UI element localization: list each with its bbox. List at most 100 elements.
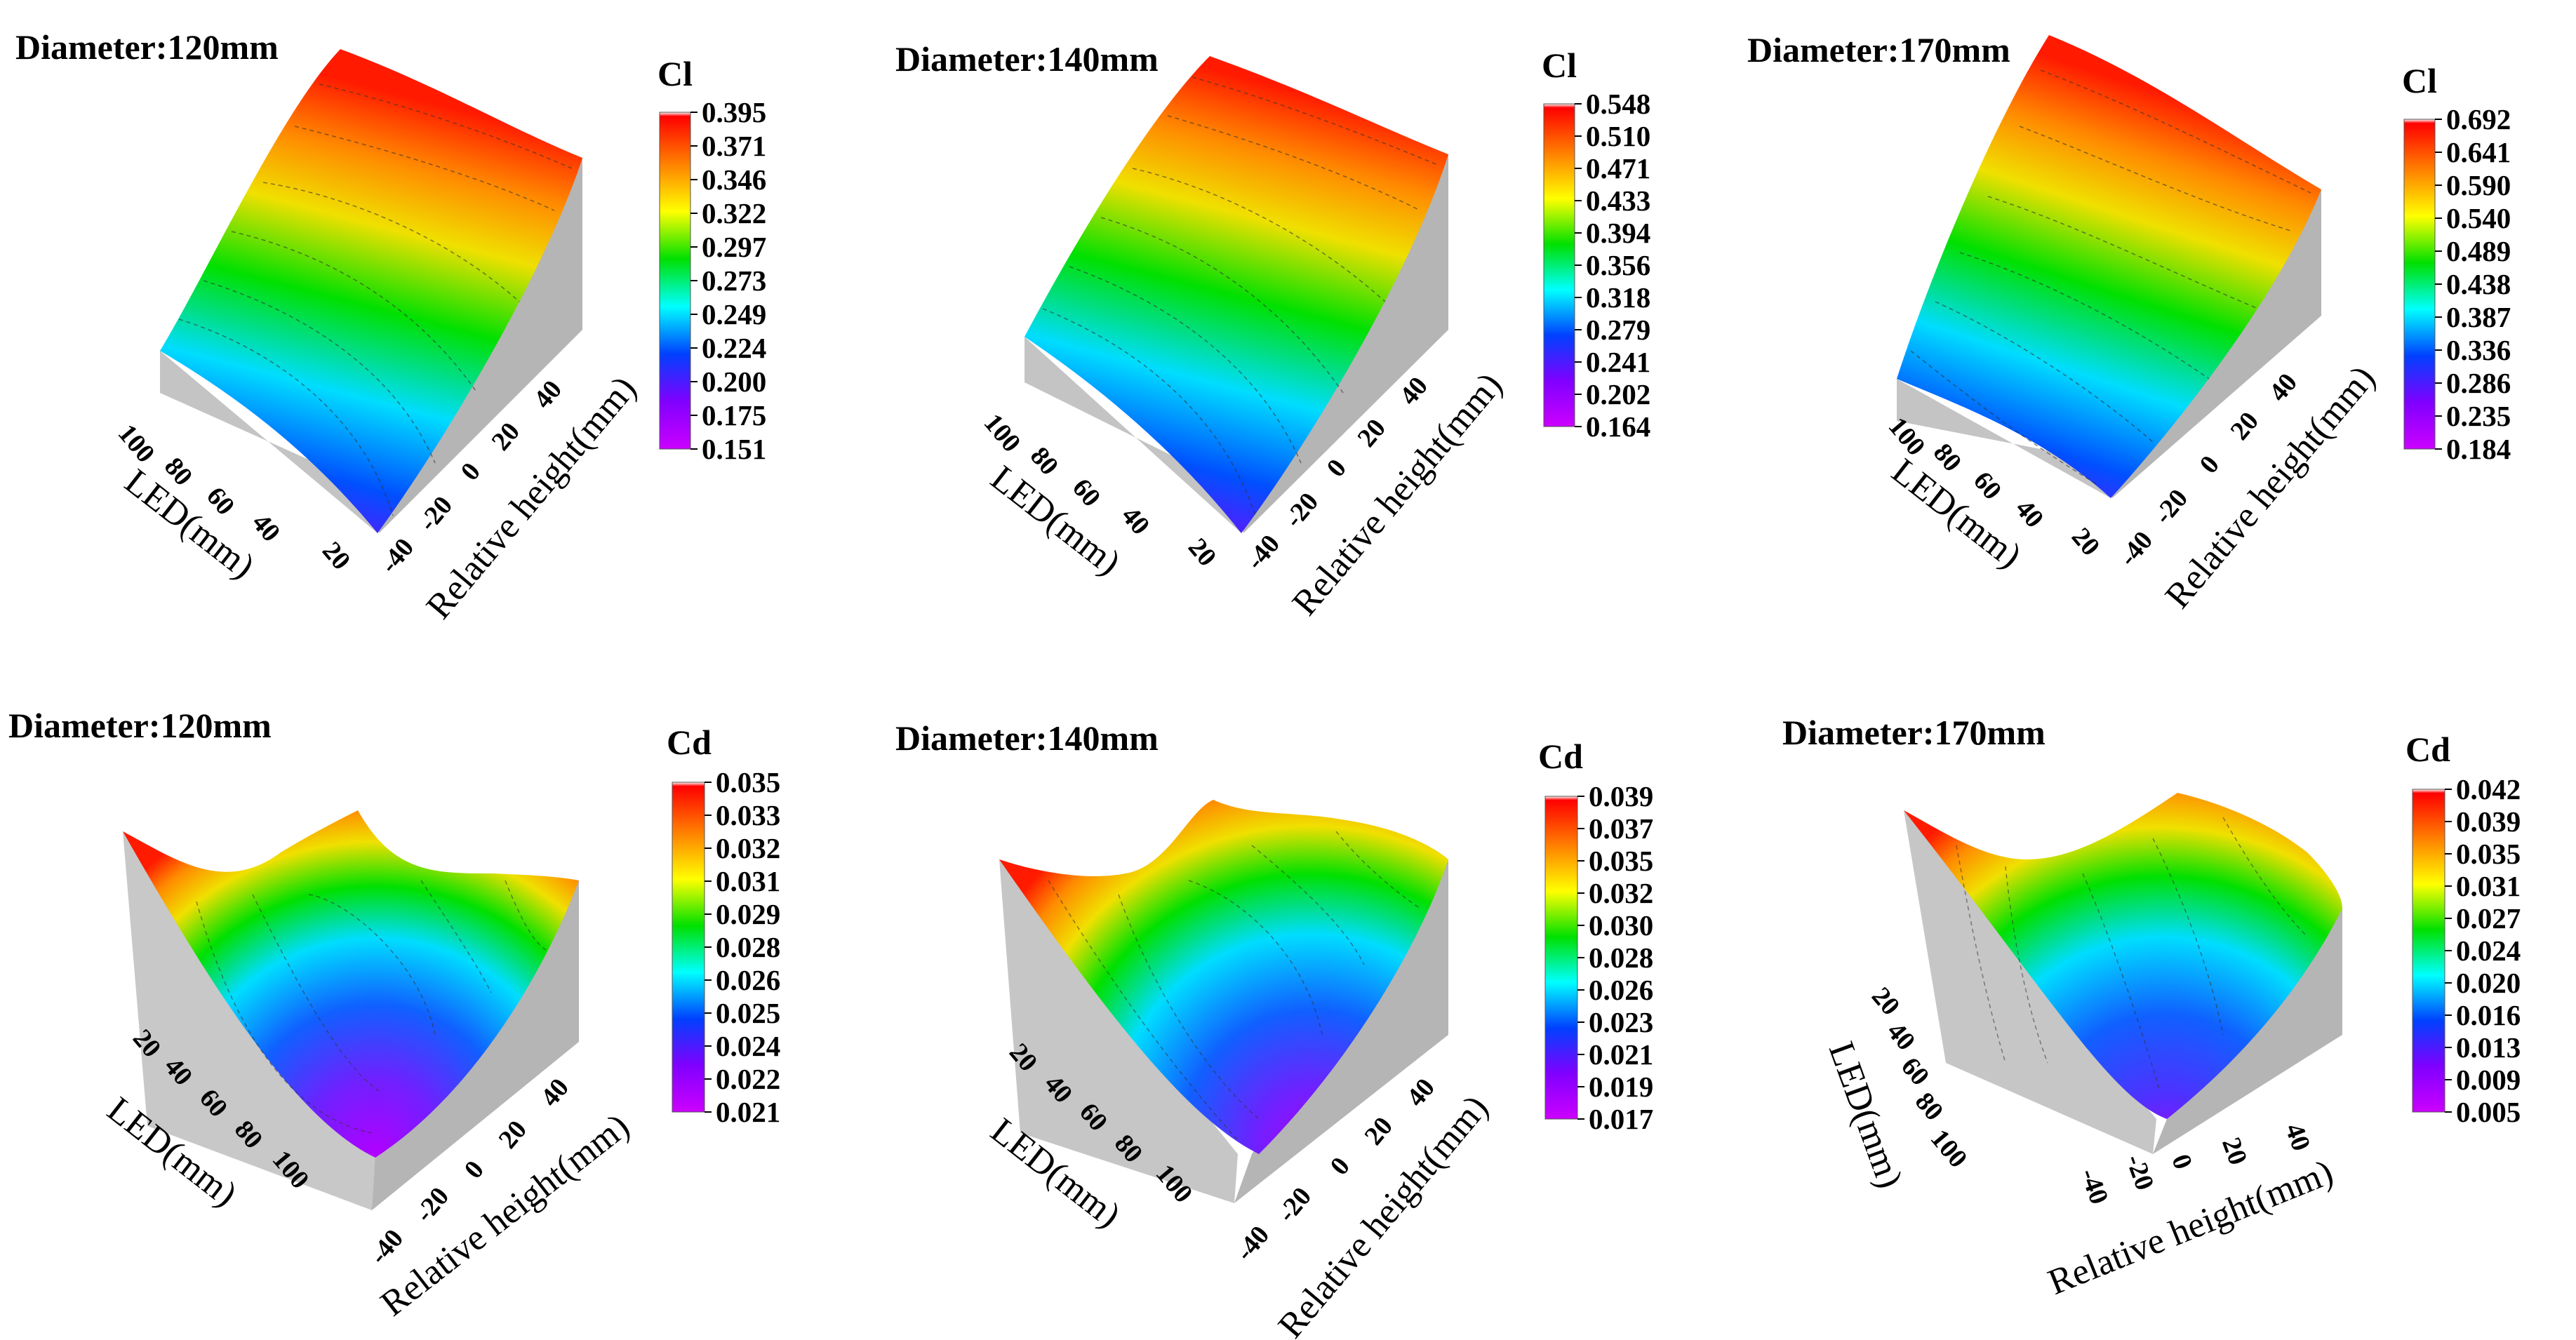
y-tick: 0	[1325, 1152, 1356, 1181]
colorbar-tick-label: 0.590	[2446, 169, 2511, 201]
chart-cd-140mm: Diameter:140mm 20 40	[859, 670, 1717, 1340]
colorbar: Cd 0.0420.0390.0350.0310.0270.0240.0200.…	[2405, 730, 2521, 1128]
contour-lines	[196, 880, 548, 1134]
y-tick: -40	[1240, 529, 1286, 575]
x-tick: 20	[316, 536, 356, 575]
y-tick: 40	[528, 375, 568, 414]
colorbar-tick-label: 0.017	[1589, 1103, 1653, 1135]
chart-cl-170mm: Diameter:170mm 100 80	[1718, 0, 2576, 670]
colorbar-title: Cd	[1538, 737, 1583, 776]
y-tick: -40	[374, 532, 420, 579]
surface-plot: 100 80 60 40 20 LED(mm) 40 20 0 -20 -40 …	[978, 46, 1650, 623]
colorbar-tick-label: 0.438	[2446, 268, 2511, 300]
x-axis-label: LED(mm)	[983, 458, 1128, 583]
colorbar-tick-label: 0.035	[2456, 838, 2521, 870]
colorbar-tick-label: 0.035	[716, 766, 780, 798]
colorbar-tick-label: 0.164	[1586, 410, 1650, 443]
x-axis-label: LED(mm)	[1821, 1037, 1911, 1193]
chart-cl-140mm: Diameter:140mm 100 80	[859, 0, 1717, 670]
colorbar-tick-label: 0.175	[702, 399, 766, 431]
contour-lines	[1042, 76, 1439, 516]
colorbar-tick-label: 0.005	[2456, 1096, 2521, 1128]
colorbar-tick-label: 0.026	[716, 964, 780, 996]
colorbar-tick-label: 0.235	[2446, 400, 2511, 432]
x-tick: 60	[1067, 473, 1107, 512]
colorbar: Cd 0.0350.0330.0320.0310.0290.0280.0260.…	[667, 723, 780, 1128]
side-wall-left	[1897, 379, 2112, 498]
x-tick: 40	[1116, 501, 1156, 540]
colorbar-tick-label: 0.021	[1589, 1038, 1653, 1071]
y-tick: 40	[2264, 368, 2304, 407]
colorbar-title: Cl	[658, 54, 693, 93]
colorbar-tick-label: 0.024	[2456, 934, 2521, 967]
colorbar-gradient	[672, 782, 705, 1113]
surface	[123, 810, 579, 1158]
chart-title: Diameter:170mm	[1747, 30, 2010, 69]
y-tick: 20	[486, 417, 526, 456]
surface-plot: 20 40 60 80 100 LED(mm) -40 -20 0 20 40 …	[1821, 730, 2521, 1303]
surface-plot: 100 80 60 40 20 LED(mm) 40 20 0 -20 -40 …	[1883, 35, 2511, 616]
colorbar-tick-label: 0.540	[2446, 202, 2511, 234]
x-axis-label: LED(mm)	[117, 462, 262, 587]
colorbar-gradient	[2412, 789, 2445, 1113]
colorbar-tick-label: 0.029	[716, 898, 780, 930]
y-tick: -20	[1272, 1181, 1317, 1228]
y-tick: -20	[2120, 1151, 2160, 1194]
y-tick: -20	[413, 490, 458, 537]
colorbar-tick-label: 0.032	[716, 832, 780, 864]
colorbar-tick-label: 0.039	[2456, 805, 2521, 838]
colorbar-tick-label: 0.042	[2456, 773, 2521, 805]
y-tick: 0	[2194, 450, 2225, 480]
colorbar-tick-label: 0.028	[1589, 942, 1653, 974]
surface	[160, 49, 582, 533]
chart-cl-120mm: Diameter:120mm 100 80	[0, 0, 858, 670]
chart-title: Diameter:170mm	[1782, 713, 2046, 752]
colorbar-gradient	[2403, 119, 2436, 450]
colorbar-tick-label: 0.026	[1589, 974, 1653, 1006]
colorbar-tick-label: 0.013	[2456, 1031, 2521, 1064]
colorbar-tick-label: 0.031	[716, 865, 780, 897]
chart-cd-170mm: Diameter:170mm 20 40	[1718, 670, 2576, 1340]
contour-lines	[1956, 817, 2308, 1092]
x-tick: 20	[1866, 981, 1906, 1021]
chart-title: Diameter:140mm	[895, 39, 1159, 79]
x-axis-label: LED(mm)	[1884, 451, 2029, 576]
contour-lines	[178, 83, 573, 516]
side-wall-left	[999, 859, 1238, 1203]
colorbar-title: Cl	[1542, 46, 1577, 85]
y-tick: -40	[363, 1224, 409, 1270]
y-tick: -20	[1279, 487, 1324, 533]
x-tick: 60	[1968, 466, 2008, 505]
colorbar-tick-label: 0.356	[1586, 249, 1650, 281]
colorbar-tick-label: 0.037	[1589, 812, 1653, 845]
y-tick: 40	[2279, 1120, 2316, 1155]
colorbar-tick-label: 0.273	[702, 264, 766, 297]
colorbar-tick-label: 0.024	[716, 1030, 780, 1062]
colorbar-tick-label: 0.224	[702, 332, 766, 364]
colorbar-tick-label: 0.548	[1586, 88, 1650, 120]
y-tick: 0	[1321, 454, 1352, 483]
colorbar-tick-label: 0.033	[716, 799, 780, 831]
colorbar-tick-label: 0.200	[702, 366, 766, 398]
x-tick: 40	[246, 508, 286, 547]
colorbar-gradient	[1543, 103, 1575, 427]
surface-plot: 20 40 60 80 100 LED(mm) 40 20 0 -20 -40 …	[100, 723, 780, 1324]
surface-plot: 100 80 60 40 20 LED(mm) 40 20 0 -20 -40 …	[112, 49, 766, 627]
colorbar-tick-label: 0.371	[702, 130, 766, 162]
y-tick: 20	[2225, 406, 2265, 445]
colorbar-tick-label: 0.021	[716, 1096, 780, 1128]
x-tick: 40	[2010, 494, 2050, 533]
colorbar-tick-label: 0.318	[1586, 281, 1650, 314]
chart-title: Diameter:140mm	[895, 718, 1159, 758]
y-tick: 0	[459, 1155, 490, 1185]
x-tick: 100	[1925, 1124, 1973, 1174]
colorbar-tick-label: 0.387	[2446, 301, 2511, 333]
x-tick: 60	[1895, 1052, 1935, 1091]
surface	[1904, 793, 2342, 1119]
surface-plot: 20 40 60 80 100 LED(mm) 40 20 0 -20 -40 …	[983, 737, 1653, 1340]
x-tick: 20	[1182, 532, 1222, 572]
colorbar-tick-label: 0.027	[2456, 902, 2521, 934]
colorbar-tick-label: 0.020	[2456, 967, 2521, 999]
colorbar-title: Cd	[667, 723, 712, 762]
y-tick: 20	[1359, 1111, 1399, 1151]
